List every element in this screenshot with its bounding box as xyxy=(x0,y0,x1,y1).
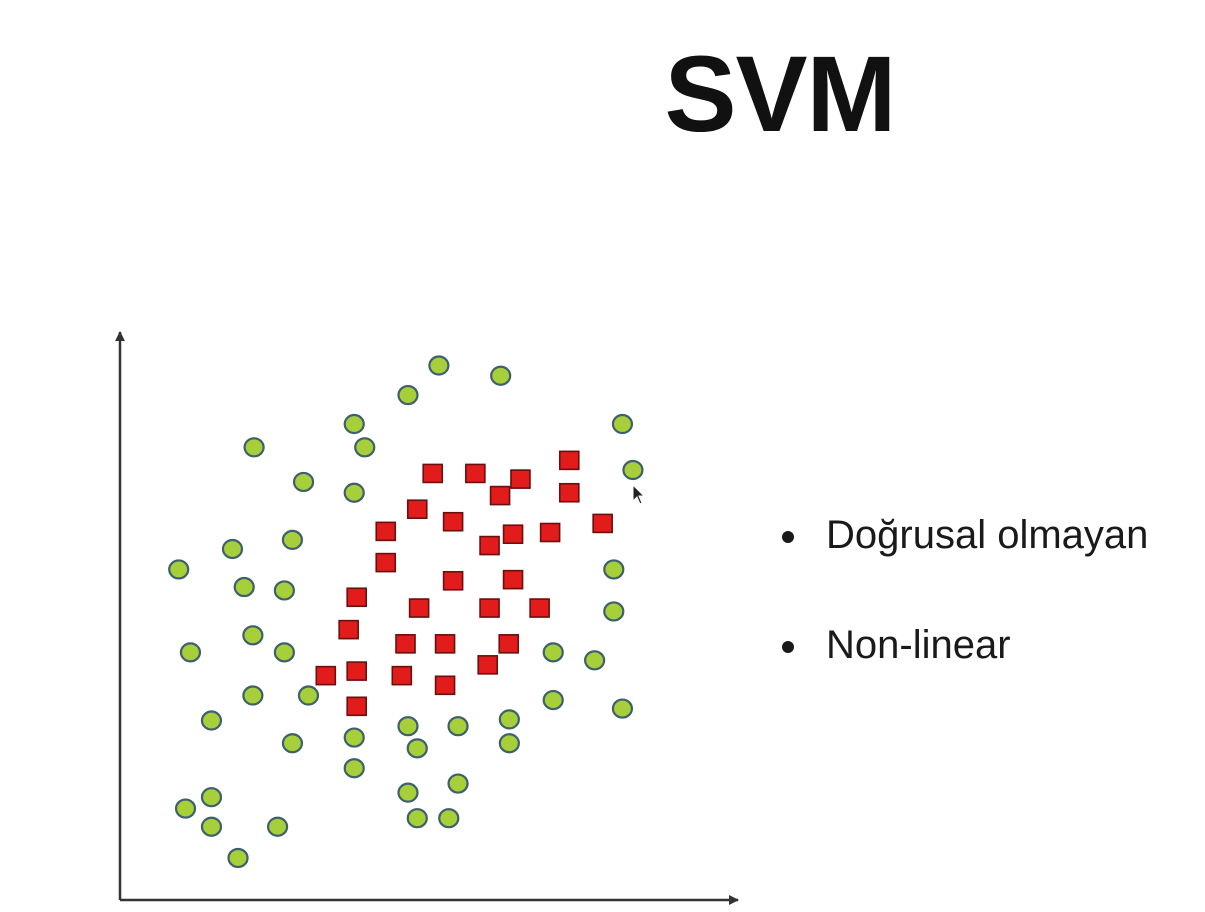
square-point xyxy=(479,535,500,556)
square-point xyxy=(479,598,500,618)
square-point xyxy=(498,634,520,654)
circle-point xyxy=(447,716,469,737)
square-point xyxy=(477,655,499,675)
circle-point xyxy=(498,709,520,730)
circle-point xyxy=(397,782,419,803)
circle-point xyxy=(611,413,634,435)
circle-point xyxy=(611,698,634,719)
circle-point xyxy=(227,847,249,869)
circle-point xyxy=(343,758,365,779)
circle-point xyxy=(221,538,244,560)
circle-point xyxy=(343,413,365,435)
circle-point xyxy=(200,816,223,837)
square-point xyxy=(346,661,367,681)
bullet-item: Doğrusal olmayan xyxy=(778,508,1148,562)
square-point xyxy=(558,482,580,503)
square-point xyxy=(391,665,413,686)
circle-point xyxy=(438,808,460,829)
square-point xyxy=(592,513,613,534)
mouse-cursor-icon xyxy=(632,484,646,505)
circle-point xyxy=(428,355,450,376)
circle-point xyxy=(354,437,376,458)
square-point xyxy=(395,634,416,654)
square-point xyxy=(375,552,397,573)
circle-point xyxy=(343,482,365,503)
square-point xyxy=(408,598,430,618)
square-point xyxy=(442,511,464,532)
circle-point xyxy=(200,787,223,808)
square-point xyxy=(510,469,531,489)
circle-point xyxy=(406,738,428,759)
square-point xyxy=(489,485,511,506)
circle-point xyxy=(603,601,625,622)
circle-point xyxy=(397,384,419,406)
circle-point xyxy=(490,365,512,386)
square-point xyxy=(422,463,444,484)
bullet-text: Non-linear xyxy=(826,623,1011,667)
circle-point xyxy=(200,710,223,731)
circle-point xyxy=(343,727,365,748)
circle-point xyxy=(447,773,469,794)
circle-point xyxy=(242,685,264,706)
circle-point xyxy=(273,580,295,601)
circle-point xyxy=(168,559,190,580)
circle-point xyxy=(584,650,606,671)
circle-point xyxy=(273,642,295,663)
bullet-dot-icon xyxy=(782,641,794,653)
square-point xyxy=(539,522,561,543)
circle-point xyxy=(297,685,320,706)
circle-point xyxy=(542,689,564,711)
square-point xyxy=(434,675,456,696)
circle-point xyxy=(292,471,315,493)
circle-point xyxy=(266,816,289,837)
circle-point xyxy=(406,808,428,829)
bullet-item: Non-linear xyxy=(778,618,1148,672)
square-point xyxy=(502,524,524,545)
circle-point xyxy=(281,733,304,754)
circle-point xyxy=(622,459,644,481)
circle-point xyxy=(242,625,264,646)
circle-point xyxy=(243,437,265,458)
square-point xyxy=(346,587,367,608)
square-point xyxy=(442,570,464,591)
square-point xyxy=(338,619,359,640)
square-point xyxy=(346,696,367,717)
square-point xyxy=(529,598,550,618)
square-point xyxy=(315,665,337,686)
bullet-list: Doğrusal olmayan Non-linear xyxy=(778,508,1148,728)
circle-point xyxy=(233,576,255,598)
circle-point xyxy=(397,716,419,737)
circle-point xyxy=(174,798,197,819)
circle-point xyxy=(542,642,564,663)
square-point xyxy=(406,499,428,520)
square-point xyxy=(502,569,524,590)
circle-point xyxy=(498,733,520,754)
bullet-text: Doğrusal olmayan xyxy=(826,513,1149,557)
square-point xyxy=(465,463,486,484)
slide-title: SVM xyxy=(664,33,896,154)
circle-point xyxy=(281,529,304,550)
bullet-dot-icon xyxy=(782,531,794,543)
square-point xyxy=(558,450,580,471)
data-points xyxy=(168,355,644,869)
square-point xyxy=(434,634,456,654)
square-point xyxy=(375,521,397,542)
scatter-chart xyxy=(115,331,739,905)
circle-point xyxy=(603,559,625,580)
circle-point xyxy=(179,642,202,663)
